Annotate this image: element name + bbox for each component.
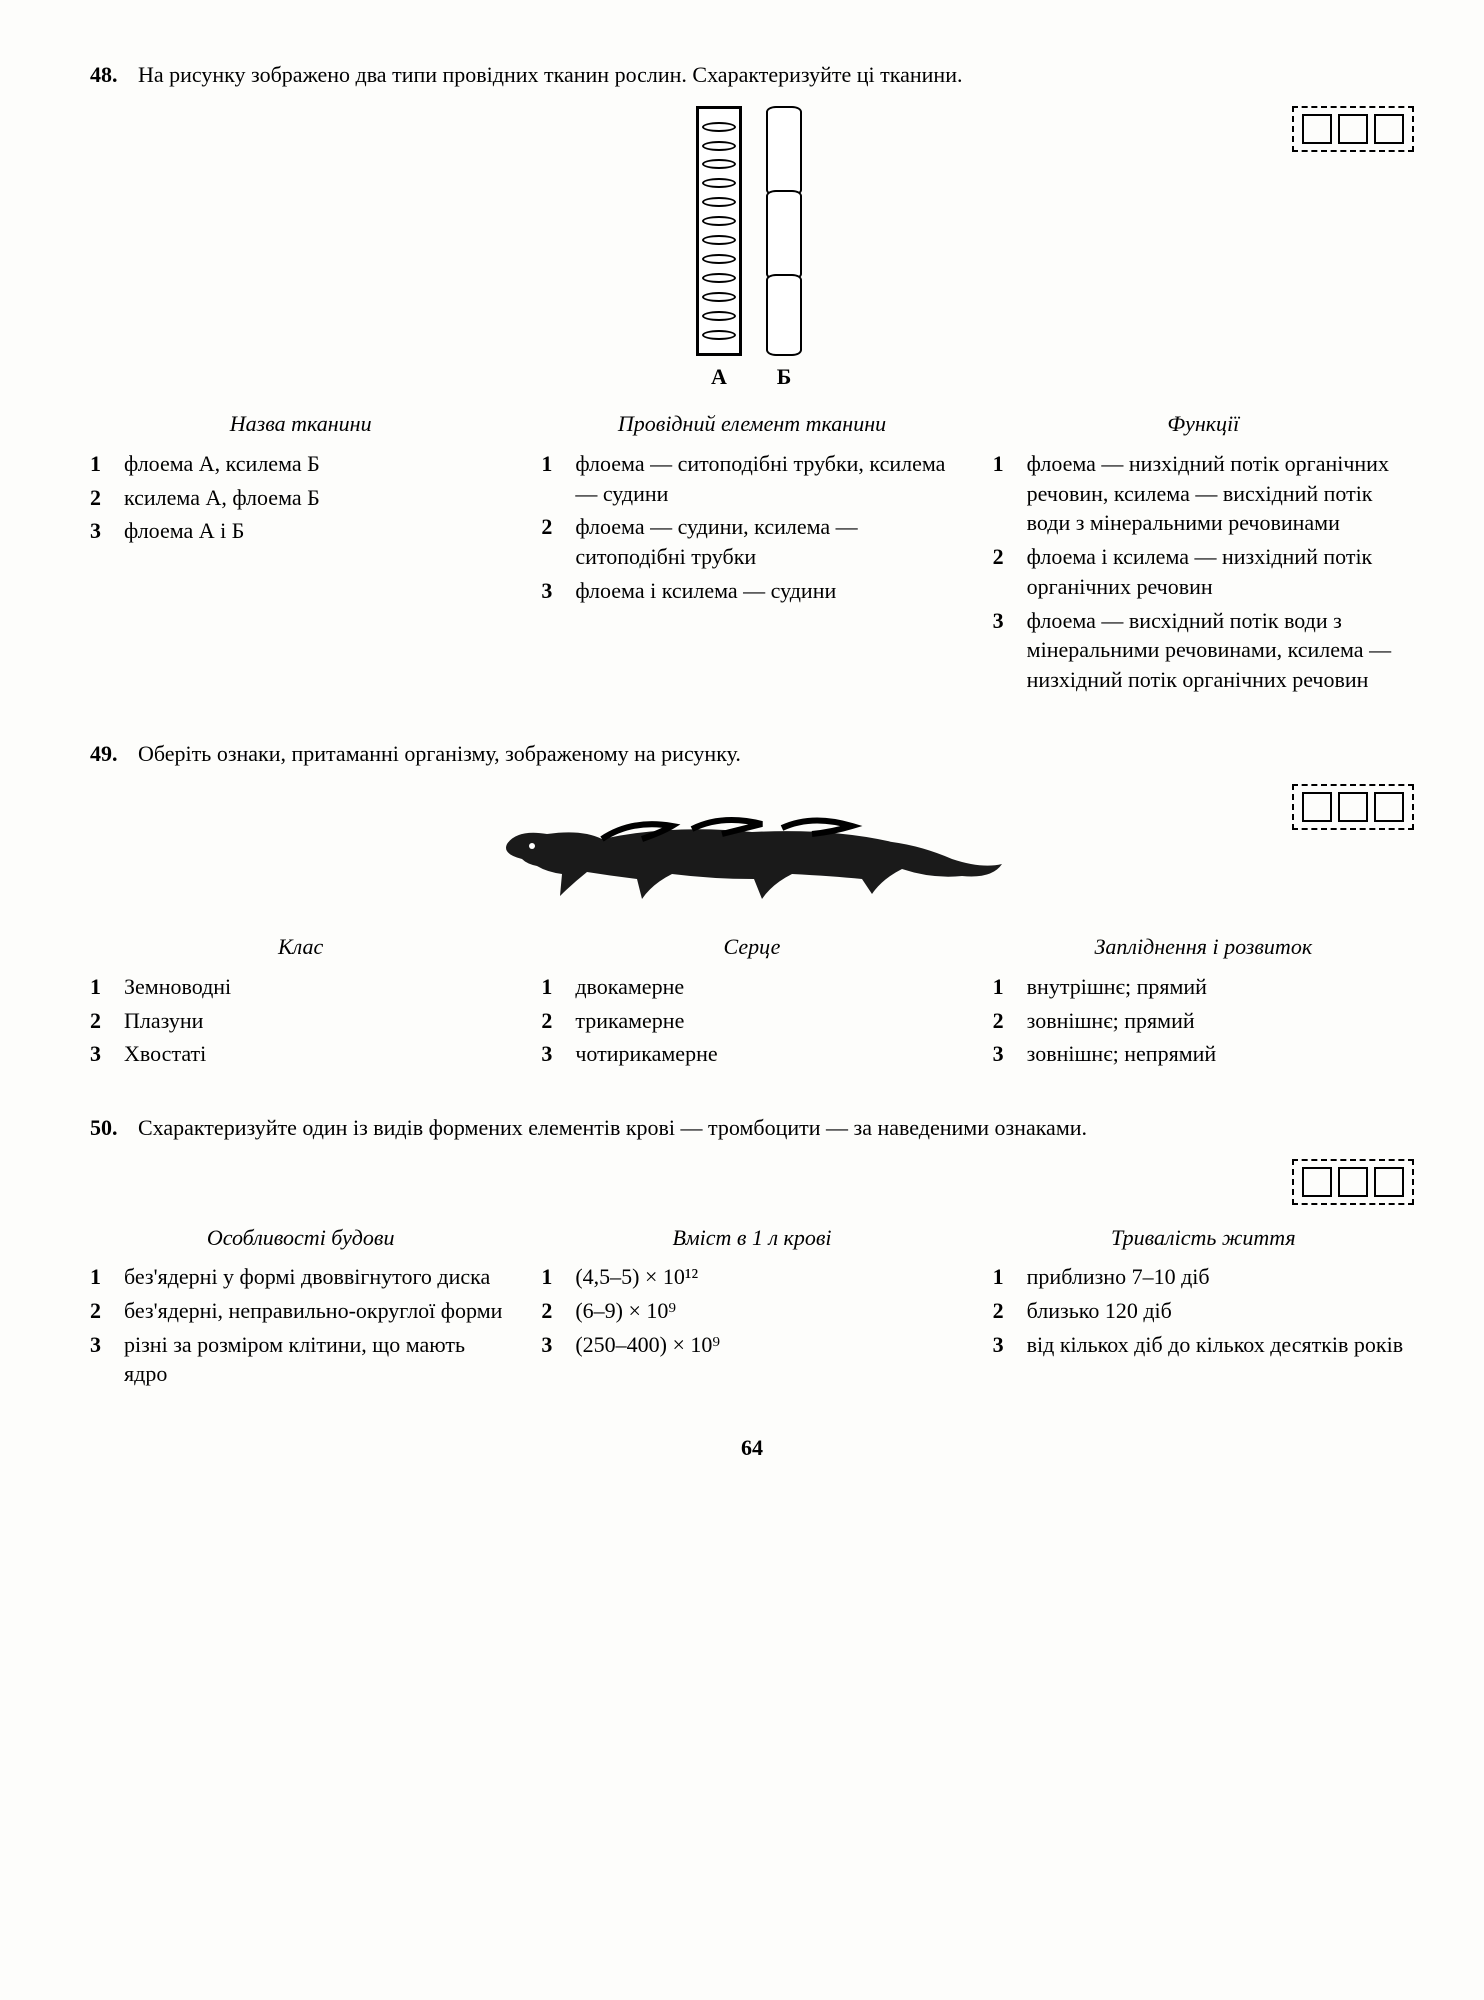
q48-col1: Назва тканини 1флоема А, ксилема Б 2ксил… (90, 409, 511, 698)
newt-icon (492, 784, 1012, 914)
answer-box[interactable] (1338, 792, 1368, 822)
xylem-icon (696, 106, 742, 356)
q50-col2: Вміст в 1 л крові 1(4,5–5) × 10¹² 2(6–9)… (541, 1223, 962, 1393)
question-50-boxes-row (90, 1159, 1414, 1205)
answer-box[interactable] (1302, 1167, 1332, 1197)
list-item: 1Земноводні (90, 972, 511, 1002)
q49-col1: Клас 1Земноводні 2Плазуни 3Хвостаті (90, 932, 511, 1073)
answer-box[interactable] (1302, 114, 1332, 144)
list-item: 2без'ядерні, неправильно-округлої форми (90, 1296, 511, 1326)
question-48: 48. На рисунку зображено два типи провід… (90, 60, 1414, 699)
vessel-label-b: Б (777, 362, 792, 392)
q49-col2: Серце 1двокамерне 2трикамерне 3чотирикам… (541, 932, 962, 1073)
list-item: 1флоема — ситоподібні трубки, ксилема — … (541, 449, 962, 508)
list-item: 2ксилема А, флоема Б (90, 483, 511, 513)
list-item: 2близько 120 діб (993, 1296, 1414, 1326)
list-item: 3флоема — висхідний потік води з мінерал… (993, 606, 1414, 695)
tissue-figure: А Б (696, 106, 808, 392)
column-title: Серце (541, 932, 962, 962)
list-item: 2трикамерне (541, 1006, 962, 1036)
list-item: 1флоема — низхідний потік органічних реч… (993, 449, 1414, 538)
list-item: 2флоема і ксилема — низхідний потік орга… (993, 542, 1414, 601)
answer-box[interactable] (1374, 114, 1404, 144)
answer-boxes-49[interactable] (1292, 784, 1414, 830)
column-title: Функції (993, 409, 1414, 439)
list-item: 3різні за розміром клітини, що мають ядр… (90, 1330, 511, 1389)
question-text: Схарактеризуйте один із видів формених е… (138, 1113, 1414, 1143)
question-number: 50. (90, 1113, 130, 1143)
list-item: 2Плазуни (90, 1006, 511, 1036)
question-50: 50. Схарактеризуйте один із видів формен… (90, 1113, 1414, 1393)
question-49-figure-row (90, 784, 1414, 914)
q49-col3: Запліднення і розвиток 1внутрішнє; прями… (993, 932, 1414, 1073)
answer-box[interactable] (1302, 792, 1332, 822)
vessel-b: Б (760, 106, 808, 392)
question-49: 49. Оберіть ознаки, притаманні організму… (90, 739, 1414, 1073)
list-item: 1(4,5–5) × 10¹² (541, 1262, 962, 1292)
question-number: 49. (90, 739, 130, 769)
list-item: 3чотирикамерне (541, 1039, 962, 1069)
list-item: 3зовнішнє; непрямий (993, 1039, 1414, 1069)
list-item: 2флоема — судини, ксилема — ситоподібні … (541, 512, 962, 571)
question-text: Оберіть ознаки, притаманні організму, зо… (138, 739, 1414, 769)
column-title: Тривалість життя (993, 1223, 1414, 1253)
q50-col1: Особливості будови 1без'ядерні у формі д… (90, 1223, 511, 1393)
question-48-head: 48. На рисунку зображено два типи провід… (90, 60, 1414, 90)
q48-col3: Функції 1флоема — низхідний потік органі… (993, 409, 1414, 698)
question-48-figure-row: А Б (90, 106, 1414, 392)
vessel-a: А (696, 106, 742, 392)
question-text: На рисунку зображено два типи провідних … (138, 60, 1414, 90)
column-title: Запліднення і розвиток (993, 932, 1414, 962)
column-title: Провідний елемент тканини (541, 409, 962, 439)
q50-col3: Тривалість життя 1приблизно 7–10 діб 2бл… (993, 1223, 1414, 1393)
answer-boxes-48[interactable] (1292, 106, 1414, 152)
list-item: 3флоема А і Б (90, 516, 511, 546)
page-number: 64 (90, 1433, 1414, 1463)
answer-box[interactable] (1374, 1167, 1404, 1197)
question-number: 48. (90, 60, 130, 90)
column-title: Вміст в 1 л крові (541, 1223, 962, 1253)
answer-box[interactable] (1338, 1167, 1368, 1197)
question-49-head: 49. Оберіть ознаки, притаманні організму… (90, 739, 1414, 769)
list-item: 1внутрішнє; прямий (993, 972, 1414, 1002)
list-item: 3флоема і ксилема — судини (541, 576, 962, 606)
list-item: 1двокамерне (541, 972, 962, 1002)
list-item: 3Хвостаті (90, 1039, 511, 1069)
answer-box[interactable] (1338, 114, 1368, 144)
list-item: 1флоема А, ксилема Б (90, 449, 511, 479)
list-item: 1приблизно 7–10 діб (993, 1262, 1414, 1292)
answer-boxes-50[interactable] (1292, 1159, 1414, 1205)
column-title: Назва тканини (90, 409, 511, 439)
q48-col2: Провідний елемент тканини 1флоема — сито… (541, 409, 962, 698)
phloem-icon (760, 106, 808, 356)
list-item: 2зовнішнє; прямий (993, 1006, 1414, 1036)
list-item: 2(6–9) × 10⁹ (541, 1296, 962, 1326)
list-item: 3від кількох діб до кількох десятків рок… (993, 1330, 1414, 1360)
list-item: 3(250–400) × 10⁹ (541, 1330, 962, 1360)
question-50-head: 50. Схарактеризуйте один із видів формен… (90, 1113, 1414, 1143)
column-title: Особливості будови (90, 1223, 511, 1253)
column-title: Клас (90, 932, 511, 962)
question-50-columns: Особливості будови 1без'ядерні у формі д… (90, 1223, 1414, 1393)
question-48-columns: Назва тканини 1флоема А, ксилема Б 2ксил… (90, 409, 1414, 698)
list-item: 1без'ядерні у формі двоввігнутого диска (90, 1262, 511, 1292)
answer-box[interactable] (1374, 792, 1404, 822)
vessel-label-a: А (711, 362, 727, 392)
question-49-columns: Клас 1Земноводні 2Плазуни 3Хвостаті Серц… (90, 932, 1414, 1073)
